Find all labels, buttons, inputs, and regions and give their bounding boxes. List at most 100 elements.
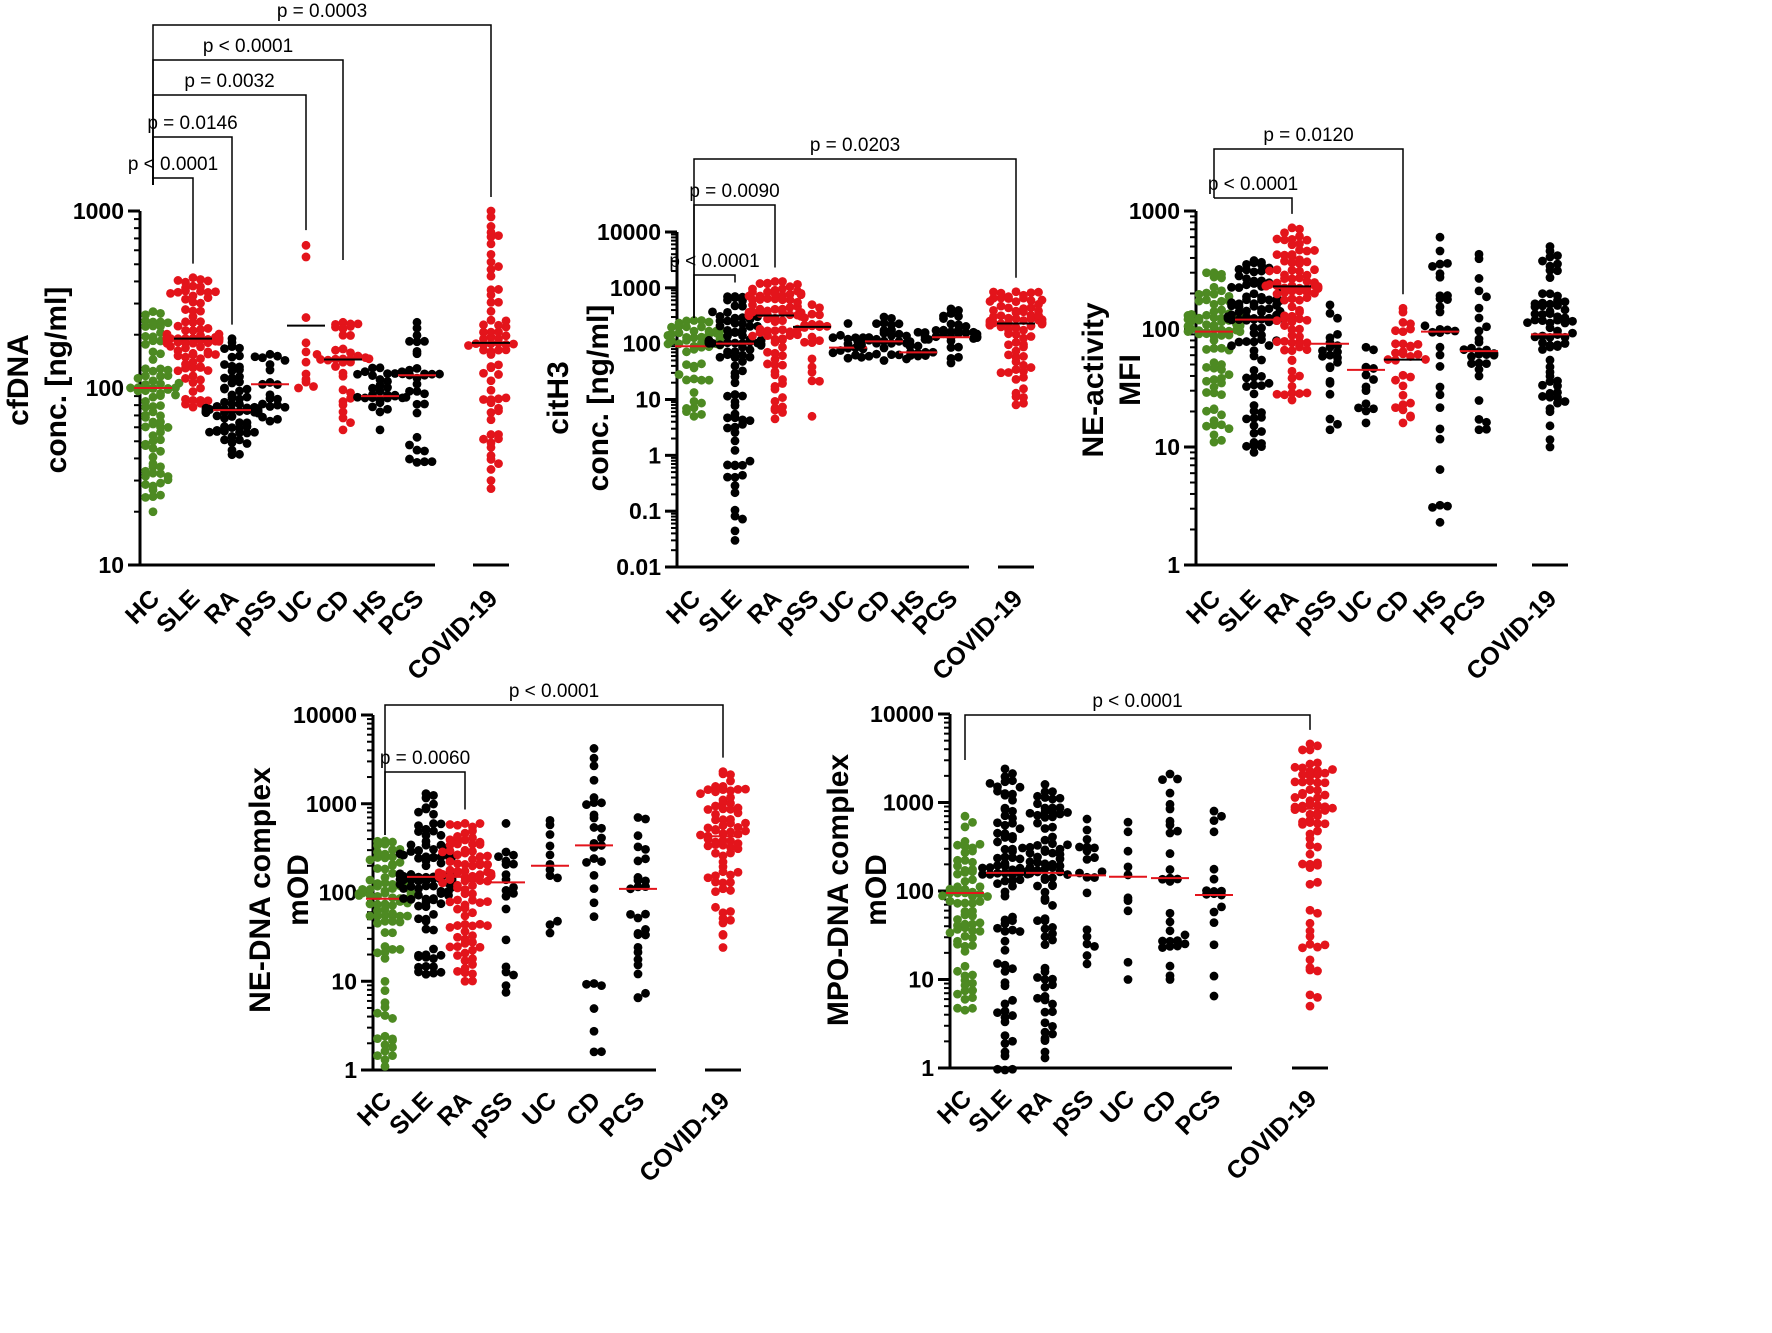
data-point [301, 357, 311, 367]
data-point [373, 1034, 382, 1043]
data-point [1298, 745, 1307, 755]
data-point [946, 309, 956, 318]
data-point [163, 385, 173, 394]
data-point [338, 400, 348, 410]
data-point [148, 307, 158, 317]
data-point [220, 435, 229, 445]
data-point [453, 932, 462, 942]
data-point [1000, 1006, 1010, 1016]
data-point [141, 439, 150, 449]
data-point [1287, 294, 1297, 304]
data-point [475, 858, 485, 868]
data-point [983, 892, 992, 901]
data-point [946, 336, 956, 346]
data-point [227, 432, 237, 441]
data-point [1000, 960, 1010, 970]
data-point [486, 249, 496, 259]
data-point [156, 349, 165, 359]
data-point [421, 961, 431, 971]
data-point [745, 416, 755, 426]
data-point [1264, 304, 1274, 314]
data-point [1538, 345, 1547, 354]
data-point [1295, 389, 1304, 398]
data-point [1048, 822, 1057, 832]
data-point [1019, 384, 1028, 394]
data-point [388, 845, 397, 855]
data-point [181, 352, 190, 362]
data-point [1287, 346, 1297, 356]
data-point [1165, 942, 1175, 951]
data-point [1249, 337, 1259, 347]
data-point [1467, 359, 1476, 368]
data-point [993, 786, 1002, 796]
data-point [1313, 785, 1322, 795]
data-point [633, 856, 643, 866]
data-point [436, 950, 446, 960]
data-point [220, 360, 229, 369]
data-point [1011, 337, 1021, 347]
data-point [545, 841, 555, 851]
data-point [696, 789, 705, 799]
data-point [242, 392, 252, 402]
data-point [778, 284, 787, 294]
data-point [1435, 362, 1445, 371]
data-point [1224, 424, 1234, 433]
data-point [380, 878, 390, 888]
data-point [770, 360, 780, 370]
data-point [730, 347, 740, 357]
data-point [346, 348, 355, 358]
data-point [201, 405, 211, 415]
data-point [141, 402, 150, 412]
data-point [405, 336, 414, 346]
data-point [711, 902, 720, 912]
data-point [1040, 1007, 1050, 1017]
data-point [1048, 848, 1057, 858]
data-point [501, 345, 511, 355]
data-point [726, 870, 735, 880]
data-point [1015, 782, 1025, 792]
data-point [689, 396, 699, 406]
data-point [723, 295, 732, 305]
x-category-label: COVID-19 [1221, 1084, 1322, 1185]
data-point [1287, 395, 1297, 405]
data-point [414, 876, 423, 886]
data-point [1298, 777, 1307, 787]
data-point [1165, 971, 1175, 981]
data-point [235, 343, 244, 353]
data-point [1040, 780, 1050, 789]
data-point [968, 926, 977, 936]
data-point [1033, 799, 1042, 809]
data-point [953, 989, 962, 999]
data-point [429, 790, 438, 800]
data-point [763, 278, 772, 288]
data-point [412, 323, 422, 333]
data-point [755, 295, 765, 304]
data-point [993, 861, 1002, 870]
data-point [258, 399, 267, 409]
data-point [641, 988, 650, 998]
data-point [960, 946, 970, 956]
data-point [1545, 407, 1555, 417]
data-point [1538, 256, 1547, 266]
data-point [1008, 806, 1017, 816]
data-point [778, 325, 787, 335]
data-point [420, 457, 429, 467]
data-point [338, 425, 348, 435]
data-point [718, 918, 728, 928]
data-point [726, 786, 735, 796]
data-point [188, 395, 198, 405]
x-category-label: UC [1095, 1084, 1140, 1129]
data-point [1040, 1047, 1050, 1057]
data-point [730, 488, 740, 498]
data-point [1048, 1029, 1057, 1039]
data-point [1000, 790, 1010, 800]
data-point [968, 993, 977, 1003]
data-point [1004, 325, 1013, 335]
data-point [273, 400, 282, 410]
data-point [1287, 330, 1297, 340]
data-point [380, 899, 390, 909]
data-point [1004, 303, 1013, 313]
data-point [730, 313, 740, 323]
data-point [380, 947, 390, 957]
data-point [375, 425, 385, 435]
